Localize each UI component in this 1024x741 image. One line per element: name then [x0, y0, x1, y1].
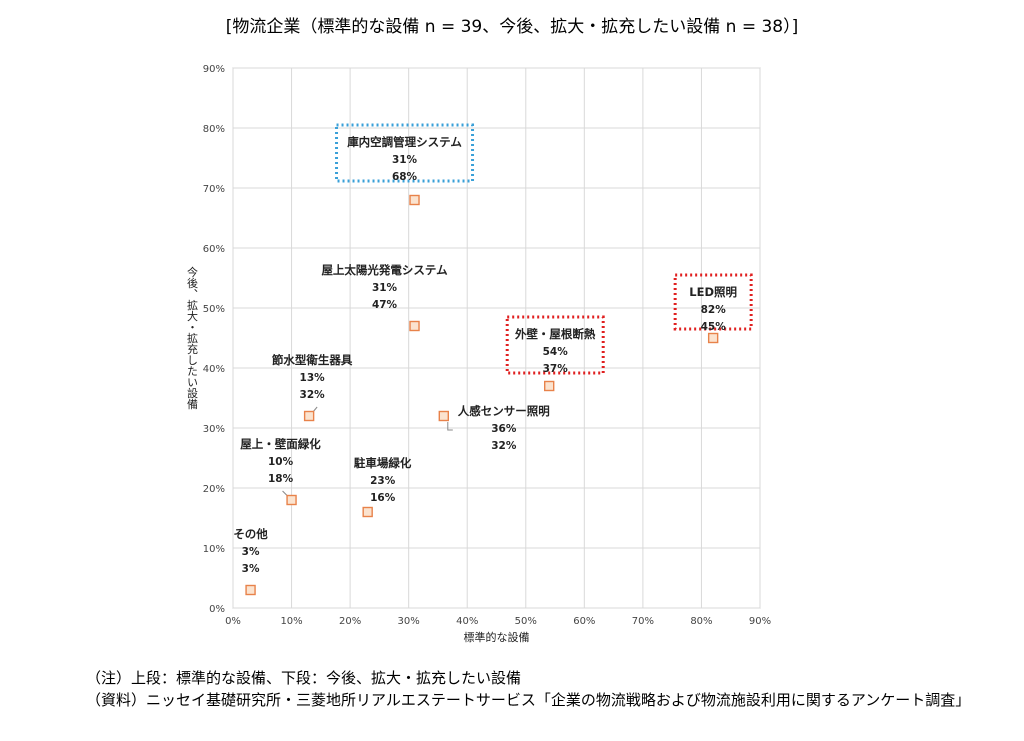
point-y-value: 32% — [300, 389, 326, 401]
data-point — [707, 332, 719, 344]
x-tick-label: 90% — [749, 616, 771, 627]
point-y-value: 18% — [268, 473, 294, 485]
point-x-value: 10% — [268, 456, 294, 468]
y-tick-label: 30% — [203, 424, 225, 435]
point-y-value: 47% — [372, 299, 398, 311]
data-point — [409, 194, 420, 206]
point-label: 駐車場緑化 — [354, 456, 412, 470]
note-line: （注）上段：標準的な設備、下段：今後、拡大・拡充したい設備 — [86, 669, 522, 687]
plot-area — [232, 67, 761, 609]
point-x-value: 82% — [701, 304, 727, 316]
point-y-value: 37% — [543, 363, 569, 375]
x-tick-label: 60% — [573, 616, 595, 627]
x-tick-label: 30% — [398, 616, 420, 627]
data-point — [409, 320, 420, 332]
point-label: 庫内空調管理システム — [347, 135, 462, 149]
x-tick-label: 20% — [339, 616, 361, 627]
scatter-plot: 0%0% 10% 10% 20% 20% 30% 30% 40% 40% 50% 50% 60% 60%… — [186, 64, 772, 644]
x-tick-label: 10% — [280, 616, 302, 627]
y-tick-label: 40% — [203, 364, 225, 375]
data-point — [245, 584, 256, 596]
point-label: 節水型衛生器具 — [271, 353, 353, 367]
point-label: 人感センサー照明 — [458, 404, 550, 418]
x-tick-label: 80% — [690, 616, 712, 627]
y-tick-label: 80% — [203, 124, 225, 135]
y-axis-title: 今後、拡大・拡充したい設備 — [186, 265, 199, 410]
point-label: 屋上太陽光発電システム — [321, 263, 448, 277]
x-tick-label: 70% — [632, 616, 654, 627]
point-y-value: 3% — [242, 563, 260, 575]
point-x-value: 36% — [491, 423, 517, 435]
y-tick-label: 10% — [203, 544, 225, 555]
footnotes: （注）上段：標準的な設備、下段：今後、拡大・拡充したい設備 （資料）ニッセイ基礎… — [86, 667, 970, 711]
point-x-value: 54% — [543, 346, 569, 358]
point-x-value: 3% — [242, 546, 260, 558]
point-y-value: 32% — [491, 440, 517, 452]
y-tick-label: 20% — [203, 484, 225, 495]
data-point — [286, 494, 297, 506]
point-y-value: 16% — [370, 492, 396, 504]
point-y-value: 68% — [392, 171, 418, 183]
y-tick-label: 70% — [203, 184, 225, 195]
y-tick-label: 50% — [203, 304, 225, 315]
data-point — [362, 506, 373, 518]
point-label: LED照明 — [689, 285, 737, 299]
x-tick-label: 0% — [225, 616, 241, 627]
leader-line — [447, 422, 453, 431]
point-x-value: 31% — [392, 154, 418, 166]
y-tick-label: 0% — [209, 604, 225, 615]
point-label: 屋上・壁面緑化 — [240, 437, 321, 451]
source-line: （資料）ニッセイ基礎研究所・三菱地所リアルエステートサービス「企業の物流戦略およ… — [86, 691, 971, 709]
highlight-box — [505, 315, 605, 375]
highlight-box — [335, 123, 475, 183]
point-label: 外壁・屋根断熱 — [514, 327, 596, 341]
point-x-value: 13% — [300, 372, 326, 384]
data-point — [303, 410, 315, 422]
x-tick-label: 50% — [515, 616, 537, 627]
point-x-value: 31% — [372, 282, 398, 294]
data-point — [438, 410, 449, 422]
y-tick-label: 60% — [203, 244, 225, 255]
x-tick-label: 40% — [456, 616, 478, 627]
x-axis-title: 標準的な設備 — [464, 630, 530, 644]
data-point — [544, 380, 555, 392]
chart-title: [物流企業（標準的な設備 n = 39、今後、拡大・拡充したい設備 n = 38… — [225, 17, 799, 37]
point-label: その他 — [233, 527, 268, 541]
point-x-value: 23% — [370, 475, 396, 487]
point-y-value: 45% — [701, 321, 727, 333]
y-tick-label: 90% — [203, 64, 225, 75]
